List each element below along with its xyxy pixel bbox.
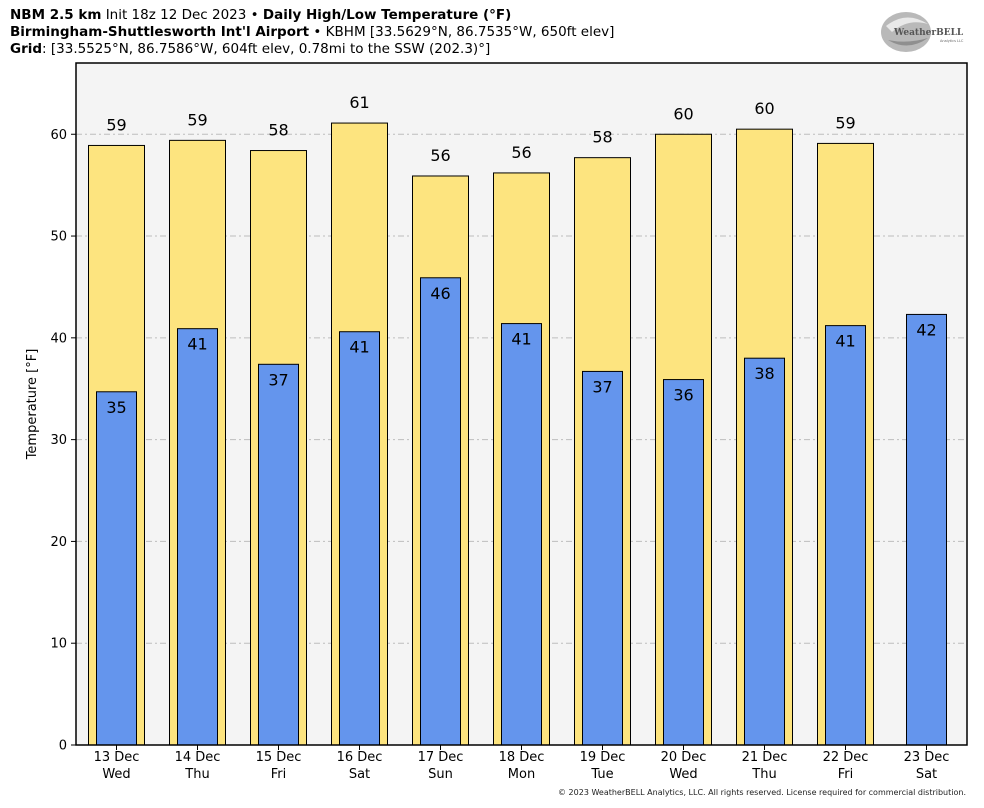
x-tick-day: Sat [916,767,937,782]
low-temp-label: 41 [187,335,207,354]
x-tick-date: 21 Dec [742,750,788,765]
logo-swirl-shadow [888,38,928,46]
x-tick-date: 13 Dec [94,750,140,765]
low-temp-label: 41 [349,338,369,357]
weatherbell-logo: WeatherBELL Analytics LLC [881,12,964,52]
low-temp-bar [258,363,299,746]
y-tick-label: 60 [50,128,67,143]
x-tick-day: Fri [838,767,854,782]
x-tick-day: Wed [102,767,130,782]
grid-line: Grid: [33.5525°N, 86.7586°W, 604ft elev,… [10,41,490,57]
low-temp-label: 37 [268,370,288,389]
low-temp-label: 38 [754,364,774,383]
low-temp-label: 41 [511,330,531,349]
high-temp-label: 60 [673,104,693,123]
y-tick-label: 0 [59,739,67,754]
station-line: Birmingham-Shuttlesworth Int'l Airport •… [10,24,614,40]
logo-swirl-highlight [886,17,928,32]
logo-subtext: Analytics LLC [940,39,964,43]
x-tick-date: 22 Dec [823,750,869,765]
x-tick-day: Sat [349,767,370,782]
product-name: Daily High/Low Temperature (°F) [262,7,512,23]
low-temp-bar [420,277,461,746]
chart-title-line: NBM 2.5 km Init 18z 12 Dec 2023 • Daily … [10,7,511,23]
x-tick-day: Wed [669,767,697,782]
low-temp-bar [339,331,380,746]
x-tick-day: Mon [508,767,535,782]
x-tick-date: 16 Dec [337,750,383,765]
high-temp-label: 59 [835,113,855,132]
y-axis: 0 10 20 30 40 50 60 [50,128,76,754]
grid-info: : [33.5525°N, 86.7586°W, 604ft elev, 0.7… [42,41,491,57]
high-temp-label: 56 [430,146,450,165]
high-temp-label: 61 [349,93,369,112]
bullet: • [313,24,322,40]
y-tick-label: 40 [50,331,67,346]
bullet: • [250,7,259,23]
x-tick-day: Thu [184,767,209,782]
grid-label: Grid [10,41,43,57]
high-temp-label: 58 [592,128,612,147]
copyright-notice: © 2023 WeatherBELL Analytics, LLC. All r… [558,788,966,797]
low-temp-bar [744,357,785,746]
y-tick-label: 50 [50,230,67,245]
low-temp-bar [96,391,137,746]
data-labels: 59 35 59 41 58 37 61 41 56 46 56 41 58 37 60 36 60 38 59 41… [106,93,936,417]
high-temp-label: 60 [754,99,774,118]
high-temp-label: 59 [187,110,207,129]
low-temp-bar [663,379,704,746]
y-tick-label: 10 [50,637,67,652]
x-tick-day: Thu [751,767,776,782]
x-axis: 13 Dec Wed 14 Dec Thu 15 Dec Fri 16 Dec Sat 17 D… [94,745,950,782]
low-temp-bar [501,323,542,746]
high-temp-label: 59 [106,115,126,134]
low-temp-label: 36 [673,386,693,405]
bars [88,122,947,746]
high-temp-label: 56 [511,143,531,162]
x-tick-day: Fri [271,767,287,782]
low-temp-label: 35 [106,398,126,417]
logo-text: WeatherBELL [893,28,964,38]
model-name: NBM 2.5 km [10,7,102,23]
x-tick-day: Sun [428,767,453,782]
high-temp-label: 58 [268,121,288,140]
x-tick-date: 20 Dec [661,750,707,765]
x-tick-date: 18 Dec [499,750,545,765]
x-tick-date: 17 Dec [418,750,464,765]
low-temp-bar [906,313,947,746]
low-temp-bar [582,370,623,746]
x-tick-day: Tue [590,767,613,782]
low-temp-bar [825,325,866,746]
low-temp-label: 41 [835,332,855,351]
y-axis-label: Temperature [°F] [25,349,40,461]
init-time: Init 18z 12 Dec 2023 [105,7,247,23]
x-tick-date: 14 Dec [175,750,221,765]
x-tick-date: 15 Dec [256,750,302,765]
y-tick-label: 30 [50,433,67,448]
x-tick-date: 19 Dec [580,750,626,765]
low-temp-bar [177,328,218,746]
low-temp-label: 42 [916,320,936,339]
station-name: Birmingham-Shuttlesworth Int'l Airport [10,24,310,40]
station-info: KBHM [33.5629°N, 86.7535°W, 650ft elev] [325,24,615,40]
y-tick-label: 20 [50,535,67,550]
low-temp-label: 46 [430,284,450,303]
x-tick-date: 23 Dec [904,750,950,765]
low-temp-label: 37 [592,377,612,396]
